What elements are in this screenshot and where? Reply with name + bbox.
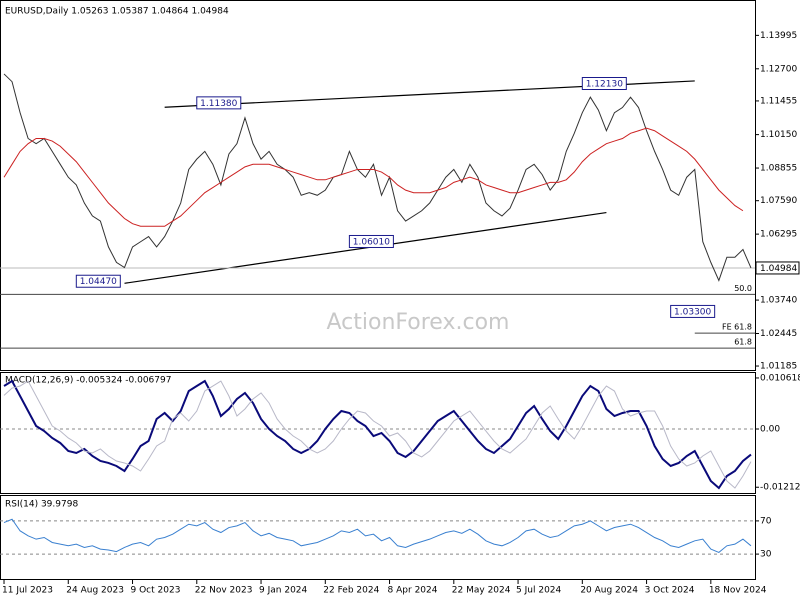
x-tick-label: 5 Jul 2024 — [516, 586, 561, 596]
y-tick-label: 1.03740 — [760, 296, 797, 306]
x-tick-label: 9 Jan 2024 — [259, 586, 307, 596]
series-line — [3, 73, 752, 282]
x-tick-label: 18 Nov 2024 — [709, 586, 767, 596]
series-line — [3, 518, 752, 554]
y-tick-label: 1.01185 — [760, 362, 797, 372]
level-label: FE 61.8 — [722, 323, 752, 332]
x-tick-label: 22 Feb 2024 — [323, 586, 379, 596]
level-label: 50.0 — [734, 284, 752, 293]
x-tick-label: 20 Aug 2024 — [580, 586, 638, 596]
y-tick-label: 1.08855 — [760, 164, 797, 174]
x-tick-label: 22 May 2024 — [452, 586, 511, 596]
y-tick-label: 0.010618 — [760, 373, 800, 383]
y-tick-label: -0.01212 — [760, 483, 800, 493]
price-label-box — [581, 77, 627, 91]
x-tick-label: 9 Oct 2023 — [131, 586, 181, 596]
x-tick-label: 3 Oct 2024 — [645, 586, 695, 596]
watermark: ActionForex.com — [327, 310, 510, 335]
y-tick-label: 1.07590 — [760, 196, 797, 206]
y-tick-label: 0.00 — [760, 424, 780, 434]
y-tick-label: 1.12700 — [760, 64, 797, 74]
y-tick-label: 1.13995 — [760, 31, 797, 41]
x-tick-label: 22 Nov 2023 — [195, 586, 253, 596]
price-label: 1.12130 — [586, 80, 623, 90]
y-tick-label: 30 — [760, 550, 772, 560]
x-tick-label: 8 Apr 2024 — [388, 586, 438, 596]
series-line — [3, 127, 744, 227]
price-label-box — [348, 234, 394, 248]
x-tick-label: 24 Aug 2023 — [66, 586, 124, 596]
y-tick-label: 1.11455 — [760, 96, 797, 106]
price-label-box — [196, 96, 242, 110]
y-tick-label: 1.02445 — [760, 329, 797, 339]
macd-panel — [0, 372, 756, 494]
y-tick-label: 1.10150 — [760, 130, 797, 140]
rsi-title: RSI(14) 39.9798 — [5, 500, 78, 510]
price-panel — [0, 0, 756, 371]
x-tick-label: 11 Jul 2023 — [2, 586, 53, 596]
price-label: 1.06010 — [353, 237, 390, 247]
price-label-box — [670, 304, 716, 318]
y-tick-label: 70 — [760, 516, 772, 526]
price-label: 1.04470 — [80, 277, 117, 287]
price-label: 1.03300 — [674, 307, 711, 317]
level-label: 61.8 — [734, 338, 752, 347]
price-label: 1.11380 — [200, 99, 237, 109]
current-price-text: 1.04984 — [760, 264, 797, 274]
y-tick-label: 1.06295 — [760, 230, 797, 240]
series-line — [3, 380, 752, 489]
price-label-box — [75, 274, 121, 288]
chart-title: EURUSD,Daily 1.05263 1.05387 1.04864 1.0… — [5, 7, 229, 17]
macd-title: MACD(12,26,9) -0.005324 -0.006797 — [5, 376, 171, 386]
rsi-panel — [0, 495, 756, 580]
current-price-tag — [755, 261, 800, 275]
